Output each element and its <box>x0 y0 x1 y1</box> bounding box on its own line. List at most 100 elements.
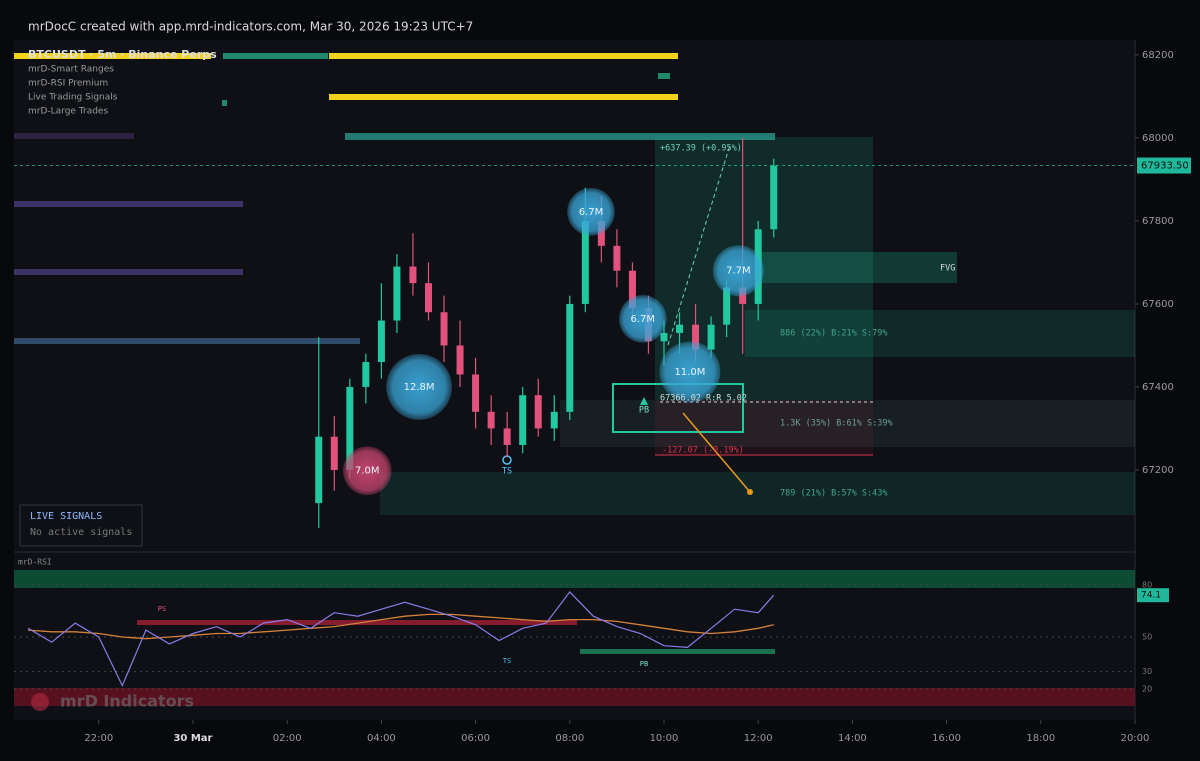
indicator-name: mrD-Smart Ranges <box>28 65 114 75</box>
candle-body <box>472 374 480 412</box>
y-tick-label: 68200 <box>1142 50 1174 61</box>
candle-body <box>346 386 354 470</box>
signals-title: LIVE SIGNALS <box>30 511 102 522</box>
rsi-tick-label: 50 <box>1142 632 1152 641</box>
candle-body <box>456 345 464 375</box>
rsi-ma-line <box>28 613 774 640</box>
signals-panel <box>19 504 143 547</box>
large-trade-bubble <box>712 245 764 297</box>
indicator-name: mrD-RSI Premium <box>28 79 108 89</box>
rsi-tick-label: 30 <box>1142 667 1152 676</box>
rsi-line <box>27 590 775 688</box>
plot-background <box>14 40 1135 720</box>
candle-body <box>362 362 370 387</box>
indicator-name: Live Trading Signals <box>28 93 118 103</box>
candle-body <box>487 411 495 429</box>
rsi-overbought-band <box>14 570 1135 588</box>
large-trade-bubble <box>386 354 452 420</box>
strip <box>329 94 678 100</box>
candle-body <box>550 411 558 429</box>
strip <box>223 53 328 59</box>
candle-body <box>566 303 574 412</box>
x-tick-label: 14:00 <box>838 733 867 744</box>
x-tick-label: 04:00 <box>367 733 396 744</box>
annotation: -127.07 (-0.19%) <box>662 446 744 456</box>
candle-body <box>613 245 621 271</box>
indicator-name: mrD-Large Trades <box>28 107 108 117</box>
candle-body <box>628 270 636 309</box>
candle-body <box>597 220 605 246</box>
candle-body <box>723 287 731 325</box>
rsi-signal: PS <box>158 605 166 613</box>
pb-marker <box>640 397 648 405</box>
strip <box>14 133 134 139</box>
stop-zone <box>655 400 873 455</box>
arrow-dot <box>747 489 753 495</box>
strip <box>14 338 360 344</box>
zones <box>380 137 1135 515</box>
x-tick-label: 16:00 <box>932 733 961 744</box>
strip <box>345 133 775 140</box>
x-tick-label: 30 Mar <box>173 733 212 744</box>
candle-body <box>581 220 589 304</box>
rsi-tick-label: 20 <box>1142 685 1152 694</box>
bubble-label: 7.0M <box>355 466 380 477</box>
large-trade-bubble <box>567 187 615 236</box>
header: mrDocC created with app.mrd-indicators.c… <box>28 20 473 34</box>
annotation: +637.39 (+0.95%) <box>660 144 742 154</box>
annotation: TS <box>502 467 512 477</box>
y-tick-label: 67600 <box>1142 299 1174 310</box>
candle-body <box>315 436 323 504</box>
candle-body <box>534 395 542 429</box>
candle-body <box>393 266 401 321</box>
rsi-signal: TS <box>503 657 511 665</box>
x-tick-label: 22:00 <box>84 733 113 744</box>
signals-status: No active signals <box>30 527 132 538</box>
x-tick-label: 20:00 <box>1121 733 1150 744</box>
bubble-label: 6.7M <box>579 207 604 218</box>
watermark: mrD Indicators <box>60 692 194 711</box>
candle-body <box>377 320 385 363</box>
candle-body <box>503 428 511 446</box>
large-trade-bubble <box>618 295 667 343</box>
strip <box>14 53 211 59</box>
fvg-zone <box>755 252 957 283</box>
candle-body <box>660 332 668 342</box>
y-tick-label: 67400 <box>1142 382 1174 393</box>
last-price-label: 67933.50 <box>1141 161 1189 172</box>
bubble-label: 11.0M <box>674 367 705 378</box>
candle-body <box>440 312 448 346</box>
rsi-signal-band <box>137 620 577 625</box>
annotation: 789 (21%) B:57% S:43% <box>780 489 887 499</box>
range-zone <box>380 472 1135 515</box>
candle-body <box>676 324 684 333</box>
y-tick-label: 68000 <box>1142 133 1174 144</box>
x-tick-label: 12:00 <box>744 733 773 744</box>
rsi-signal: PB <box>640 660 648 668</box>
candle-body <box>519 395 527 446</box>
candle-body <box>330 436 338 470</box>
x-tick-label: 02:00 <box>273 733 302 744</box>
rsi-value-label: 74.1 <box>1141 591 1161 601</box>
plot: 22:00 30 Mar 02:00 04:00 06:00 08:00 10:00 12:0… <box>14 50 1191 744</box>
strip <box>14 269 243 275</box>
annotation: PB <box>639 406 649 416</box>
candle-body <box>424 283 432 313</box>
bubble-label: 6.7M <box>631 314 656 325</box>
rsi-value-box <box>1137 588 1169 603</box>
annotation: FVG <box>940 264 955 274</box>
bubble-label: 7.7M <box>726 266 751 277</box>
annotation: 1.3K (35%) B:61% S:39% <box>780 419 893 429</box>
last-price-box <box>1137 157 1191 174</box>
rsi-label: mrD-RSI <box>18 558 52 567</box>
strip <box>222 100 227 106</box>
strip <box>658 73 670 79</box>
y-tick-label: 67200 <box>1142 465 1174 476</box>
bubble-label: 12.8M <box>404 382 435 393</box>
candle-body <box>770 165 778 230</box>
annotation: 886 (22%) B:21% S:79% <box>780 329 887 339</box>
x-tick-label: 10:00 <box>650 733 679 744</box>
strip <box>329 53 678 59</box>
arrow <box>682 412 751 493</box>
